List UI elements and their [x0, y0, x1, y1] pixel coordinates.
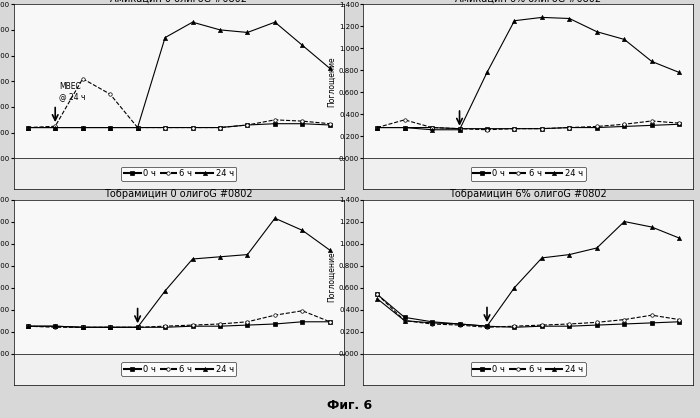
Text: MBEC
@ 24 ч: MBEC @ 24 ч: [60, 82, 86, 102]
Legend: 0 ч, 6 ч, 24 ч: 0 ч, 6 ч, 24 ч: [471, 362, 586, 376]
Title: Амикацин 0 олигоG #0802: Амикацин 0 олигоG #0802: [111, 0, 247, 3]
Text: Фиг. 6: Фиг. 6: [328, 399, 372, 412]
Legend: 0 ч, 6 ч, 24 ч: 0 ч, 6 ч, 24 ч: [121, 362, 236, 376]
Title: Амикацин 6% олигоG #0802: Амикацин 6% олигоG #0802: [455, 0, 601, 3]
Legend: 0 ч, 6 ч, 24 ч: 0 ч, 6 ч, 24 ч: [471, 167, 586, 181]
Legend: 0 ч, 6 ч, 24 ч: 0 ч, 6 ч, 24 ч: [121, 167, 236, 181]
X-axis label: Концентрация антибиотика мкг/мл: Концентрация антибиотика мкг/мл: [456, 170, 601, 179]
Title: Тобрамицин 6% олигоG #0802: Тобрамицин 6% олигоG #0802: [449, 189, 607, 199]
Y-axis label: Поглощение: Поглощение: [327, 56, 336, 107]
Y-axis label: Поглощение: Поглощение: [327, 251, 336, 302]
X-axis label: Концентрация антибиотика мкг/мл: Концентрация антибиотика мкг/мл: [106, 365, 251, 374]
X-axis label: Концентрация антибиотика мкг/мл: Концентрация антибиотика мкг/мл: [106, 170, 251, 179]
Title: Тобрамицин 0 олигоG #0802: Тобрамицин 0 олигоG #0802: [104, 189, 253, 199]
X-axis label: Концентрация антибиотика мкг/мл: Концентрация антибиотика мкг/мл: [456, 365, 601, 374]
